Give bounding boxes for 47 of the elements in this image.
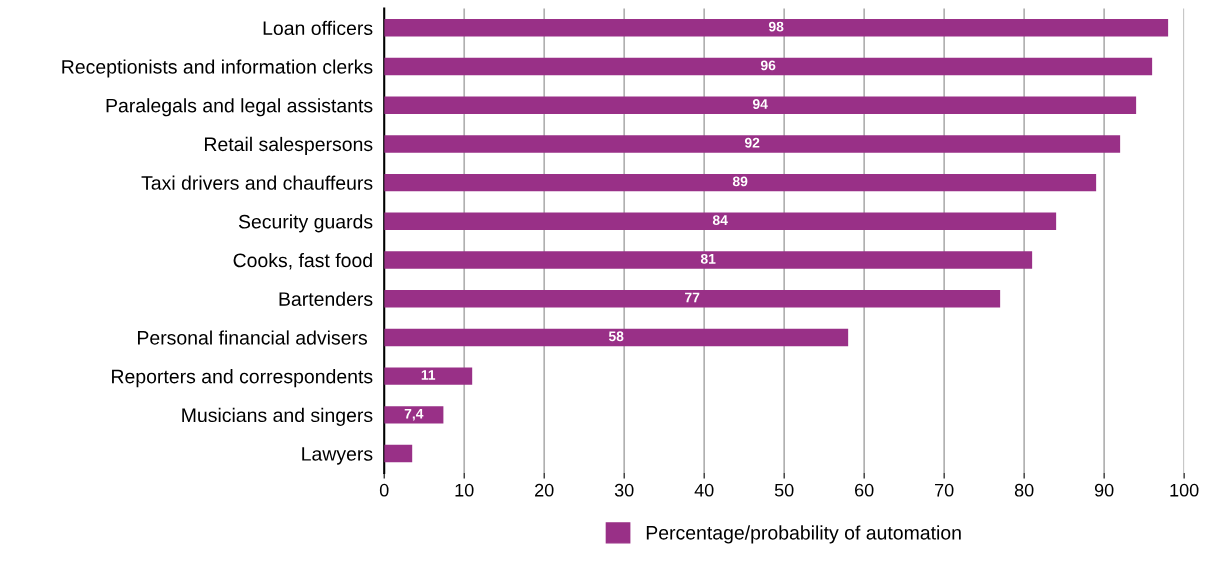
x-tick-label: 100 <box>1170 483 1199 497</box>
data-label: 98 <box>768 21 784 32</box>
bar <box>384 328 849 347</box>
y-tick-label: Cooks, fast food <box>233 252 372 270</box>
y-tick-label: Security guards <box>238 214 373 233</box>
y-tick-label: Receptionists and information clerks <box>62 59 373 78</box>
x-tick-label: 70 <box>935 483 954 497</box>
bar <box>384 444 413 463</box>
x-tick-label: 90 <box>1094 483 1114 497</box>
y-tick-label: Musicians and singers <box>182 407 373 426</box>
data-label: 11 <box>421 370 436 380</box>
bar <box>384 251 1033 269</box>
bar <box>384 57 1153 76</box>
data-label: 81 <box>700 253 716 264</box>
y-tick-label: Paralegals and legal assistants <box>106 98 373 117</box>
x-tick-label: 50 <box>774 483 794 497</box>
bar <box>384 367 473 385</box>
data-label: 77 <box>685 292 700 303</box>
x-tick-label: 10 <box>455 483 474 497</box>
y-tick-label: Bartenders <box>279 291 373 306</box>
y-tick-label: Taxi drivers and chauffeurs <box>141 175 373 190</box>
data-label: 89 <box>732 176 748 187</box>
x-tick-label: 40 <box>694 483 714 497</box>
data-label: 96 <box>760 60 776 71</box>
data-label: 84 <box>712 215 728 226</box>
bar <box>384 290 1001 308</box>
x-tick-label: 60 <box>855 483 874 497</box>
data-label: 58 <box>608 331 624 342</box>
y-tick-label: Lawyers <box>302 447 373 465</box>
x-tick-label: 0 <box>379 483 389 497</box>
bar <box>384 173 1097 192</box>
bar <box>384 19 1169 37</box>
y-tick-label: Reporters and correspondents <box>112 369 373 388</box>
legend-label: Percentage/probability of automation <box>646 525 961 544</box>
data-label: 7,4 <box>404 408 424 421</box>
bar <box>384 96 1137 114</box>
x-tick-label: 20 <box>535 483 554 497</box>
y-tick-label: Personal financial advisers <box>138 330 367 345</box>
y-tick-label: Loan officers <box>263 20 373 36</box>
bar <box>384 212 1057 231</box>
data-label: 92 <box>744 137 760 148</box>
bar <box>384 406 444 424</box>
x-tick-label: 30 <box>614 483 634 497</box>
data-label: 94 <box>752 99 768 109</box>
y-tick-label: Retail salespersons <box>205 136 373 155</box>
x-tick-label: 80 <box>1014 483 1034 497</box>
bar <box>384 135 1121 153</box>
